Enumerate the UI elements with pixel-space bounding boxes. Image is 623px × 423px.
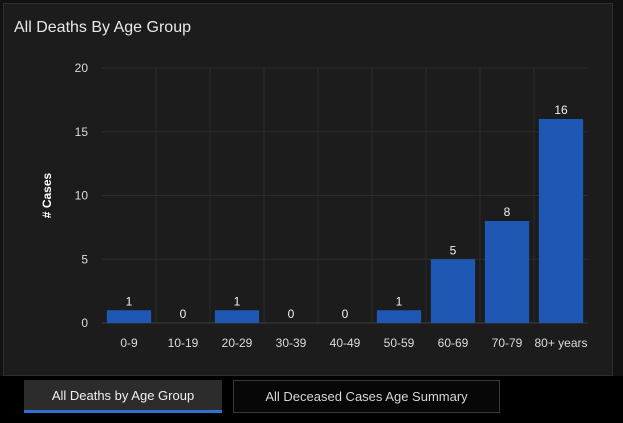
y-tick-label: 0 xyxy=(81,316,88,330)
x-tick-label: 10-19 xyxy=(168,336,199,350)
data-label: 16 xyxy=(554,103,568,117)
tab-bar: All Deaths by Age Group All Deceased Cas… xyxy=(0,376,623,423)
bar xyxy=(538,119,584,323)
y-axis-title: # Cases xyxy=(40,172,54,218)
x-tick-label: 80+ years xyxy=(534,336,587,350)
x-tick-label: 60-69 xyxy=(438,336,469,350)
data-label: 1 xyxy=(396,294,403,308)
data-label: 8 xyxy=(504,205,511,219)
y-tick-label: 5 xyxy=(81,252,88,266)
data-label: 5 xyxy=(450,243,457,257)
tab-all-deaths-by-age-group[interactable]: All Deaths by Age Group xyxy=(24,380,222,413)
y-tick-label: 20 xyxy=(75,61,89,75)
x-tick-label: 30-39 xyxy=(276,336,307,350)
x-tick-label: 50-59 xyxy=(384,336,415,350)
bar xyxy=(484,221,530,323)
bar xyxy=(430,259,476,323)
x-tick-label: 70-79 xyxy=(492,336,523,350)
chart-title: All Deaths By Age Group xyxy=(14,19,191,36)
x-tick-label: 0-9 xyxy=(120,336,138,350)
x-tick-label: 20-29 xyxy=(222,336,253,350)
bar xyxy=(106,310,152,323)
y-tick-label: 10 xyxy=(75,189,89,203)
data-label: 0 xyxy=(288,307,295,321)
tab-deceased-cases-age-summary[interactable]: All Deceased Cases Age Summary xyxy=(233,380,500,413)
y-tick-label: 15 xyxy=(75,125,89,139)
bar xyxy=(376,310,422,323)
data-label: 1 xyxy=(234,294,241,308)
bar xyxy=(214,310,260,323)
data-label: 0 xyxy=(180,307,187,321)
chart-panel: All Deaths By Age Group 0 5 10 15 20 # Cases 1… xyxy=(3,3,613,376)
x-tick-label: 40-49 xyxy=(330,336,361,350)
data-label: 1 xyxy=(126,294,133,308)
data-label: 0 xyxy=(342,307,349,321)
